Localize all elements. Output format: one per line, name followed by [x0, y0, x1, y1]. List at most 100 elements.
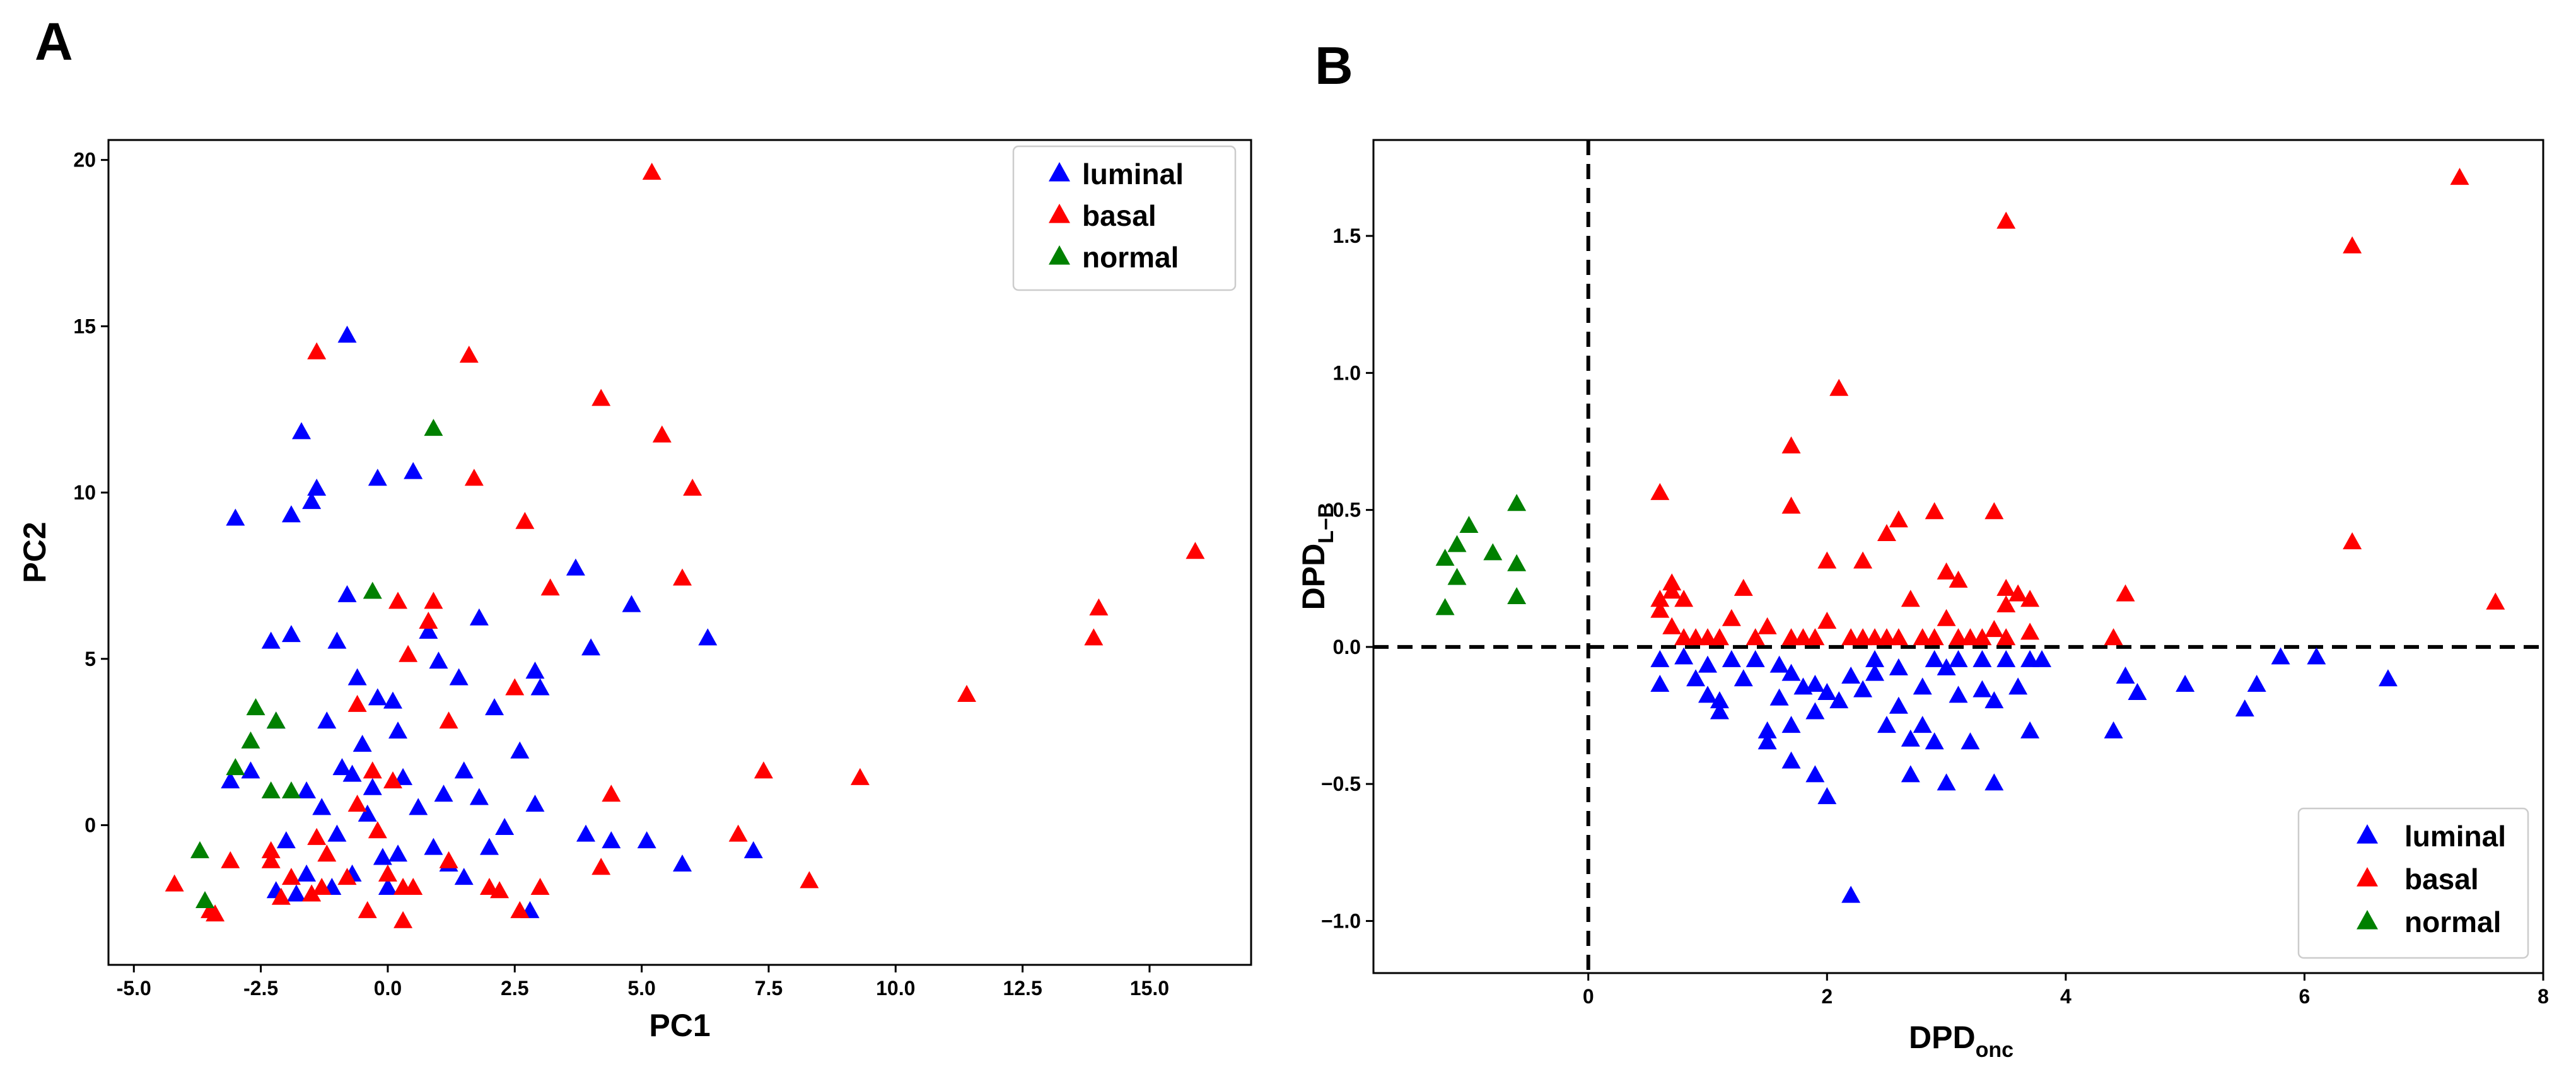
panel-a-point-basal — [307, 342, 327, 359]
panel-b-point-luminal — [1698, 685, 1717, 703]
panel-b-point-basal — [1996, 211, 2016, 229]
panel-b-point-luminal — [2020, 721, 2040, 738]
panel-a-point-luminal — [434, 784, 453, 802]
panel-b-point-basal — [1949, 570, 1968, 588]
panel-b-point-luminal — [2271, 647, 2290, 665]
panel-a-ticks: -5.0 -2.5 0.0 2.5 5.0 7.5 10.0 12.5 15.0 0 5 10 15 20 — [73, 149, 1169, 1000]
panel-a-point-basal — [592, 858, 611, 875]
panel-b-point-luminal — [1710, 702, 1729, 720]
panel-a-point-normal — [261, 781, 281, 799]
panel-a-point-basal — [261, 851, 281, 868]
panel-a-x-tick-label: 5.0 — [627, 977, 655, 1000]
panel-b-point-basal — [1877, 628, 1896, 646]
panel-a-point-luminal — [347, 668, 367, 685]
panel-a-x-tick-label: 7.5 — [755, 977, 783, 1000]
panel-b-y-tick-label: 0.0 — [1333, 636, 1361, 658]
panel-b-point-normal — [1435, 598, 1455, 615]
panel-a-point-basal — [510, 901, 530, 918]
panel-a-y-tick-label: 5 — [85, 648, 96, 670]
panel-a-point-luminal — [292, 422, 312, 440]
panel-a-point-basal — [1084, 628, 1104, 646]
panel-b: B 0 2 4 6 8−1.0−0.50.00.51.01.5 DPDonc DPDL−… — [1296, 36, 2549, 1062]
panel-b-point-basal — [1650, 600, 1670, 618]
panel-b-point-luminal — [1722, 650, 1741, 667]
panel-a-point-luminal — [530, 678, 550, 696]
panel-b-reference-lines — [1373, 140, 2543, 973]
panel-b-point-basal — [1746, 628, 1765, 646]
panel-b-point-normal — [1447, 568, 1467, 585]
panel-b-point-luminal — [1805, 674, 1825, 692]
panel-a-point-luminal — [363, 778, 382, 795]
panel-b-y-tick-label: 1.5 — [1333, 225, 1361, 247]
panel-b-point-luminal — [1877, 716, 1896, 733]
panel-b-point-basal — [1722, 609, 1741, 626]
panel-a-y-tick-label: 10 — [73, 481, 96, 504]
panel-b-point-luminal — [1949, 685, 1968, 703]
panel-a-point-luminal — [368, 688, 387, 706]
panel-b-point-basal — [1662, 617, 1682, 634]
panel-a-point-basal — [1089, 598, 1109, 615]
panel-b-x-tick-label: 4 — [2060, 985, 2072, 1008]
panel-a-point-basal — [271, 887, 291, 905]
panel-b-point-basal — [1686, 628, 1706, 646]
panel-b-point-luminal — [1865, 650, 1884, 667]
panel-b-x-tick-label: 0 — [1583, 985, 1594, 1008]
panel-b-legend: luminal basal normal — [2297, 807, 2529, 959]
panel-a-point-basal — [393, 911, 413, 928]
panel-b-x-axis-title-main: DPD — [1909, 1020, 1976, 1055]
panel-b-point-basal — [1781, 628, 1801, 646]
panel-a-point-luminal — [281, 625, 301, 643]
panel-b-point-basal — [1877, 523, 1896, 541]
panel-b-point-basal — [1889, 510, 1908, 528]
panel-b-y-axis-title: DPDL−B — [1296, 503, 1338, 610]
panel-a-point-luminal — [337, 585, 357, 602]
panel-a-point-basal — [957, 685, 977, 703]
panel-b-point-normal — [1507, 586, 1527, 604]
panel-a-point-luminal — [449, 668, 469, 685]
panel-b-point-luminal — [1829, 691, 1849, 709]
panel-a-x-tick-label: 15.0 — [1130, 977, 1169, 1000]
panel-a-point-luminal — [332, 758, 352, 776]
panel-a-point-basal — [404, 877, 423, 895]
panel-b-point-basal — [1674, 590, 1694, 607]
panel-a-point-luminal — [368, 469, 387, 486]
panel-a-point-luminal — [358, 804, 377, 822]
panel-b-point-basal — [1996, 595, 2016, 612]
panel-a-point-normal — [190, 841, 209, 858]
panel-a-point-basal — [673, 568, 692, 586]
panel-b-point-luminal — [2020, 650, 2040, 667]
panel-b-point-luminal — [1734, 669, 1753, 687]
panel-b-legend-marker-basal — [2357, 867, 2378, 887]
panel-b-point-luminal — [1674, 647, 1694, 665]
panel-b-point-luminal — [2116, 666, 2135, 684]
panel-b-point-luminal — [2307, 647, 2326, 665]
panel-b-point-luminal — [1746, 650, 1765, 667]
panel-b-point-normal — [1459, 515, 1479, 533]
panel-a-point-basal — [592, 388, 611, 406]
panel-b-point-luminal — [1805, 702, 1825, 720]
panel-a-point-basal — [281, 868, 301, 885]
panel-a-point-luminal — [388, 844, 408, 862]
panel-a-point-luminal — [388, 721, 408, 739]
panel-a-point-luminal — [525, 662, 545, 679]
panel-b-point-basal — [1674, 628, 1694, 646]
panel-b-point-luminal — [1757, 732, 1777, 750]
panel-a-point-luminal — [469, 788, 489, 805]
panel-a-x-tick-label: -5.0 — [117, 977, 151, 1000]
panel-b-y-axis-title-subscript: L−B — [1314, 503, 1338, 544]
panel-b-point-basal — [1865, 628, 1884, 646]
panel-b-point-basal — [1817, 551, 1837, 569]
panel-b-point-basal — [1853, 628, 1873, 646]
panel-b-point-basal — [1925, 502, 1944, 520]
panel-a-point-luminal — [327, 824, 347, 842]
panel-a-point-luminal — [743, 841, 763, 858]
panel-a-x-tick-label: 10.0 — [876, 977, 915, 1000]
panel-b-y-tick-label: 1.0 — [1333, 361, 1361, 384]
panel-a-point-normal — [241, 731, 260, 749]
panel-b-point-basal — [2343, 532, 2362, 550]
panel-b-y-tick-label: −1.0 — [1321, 909, 1361, 932]
panel-b-point-luminal — [1757, 721, 1777, 738]
panel-b-point-luminal — [1984, 773, 2004, 791]
panel-b-point-normal — [1447, 535, 1467, 552]
panel-b-point-basal — [1961, 628, 1980, 646]
